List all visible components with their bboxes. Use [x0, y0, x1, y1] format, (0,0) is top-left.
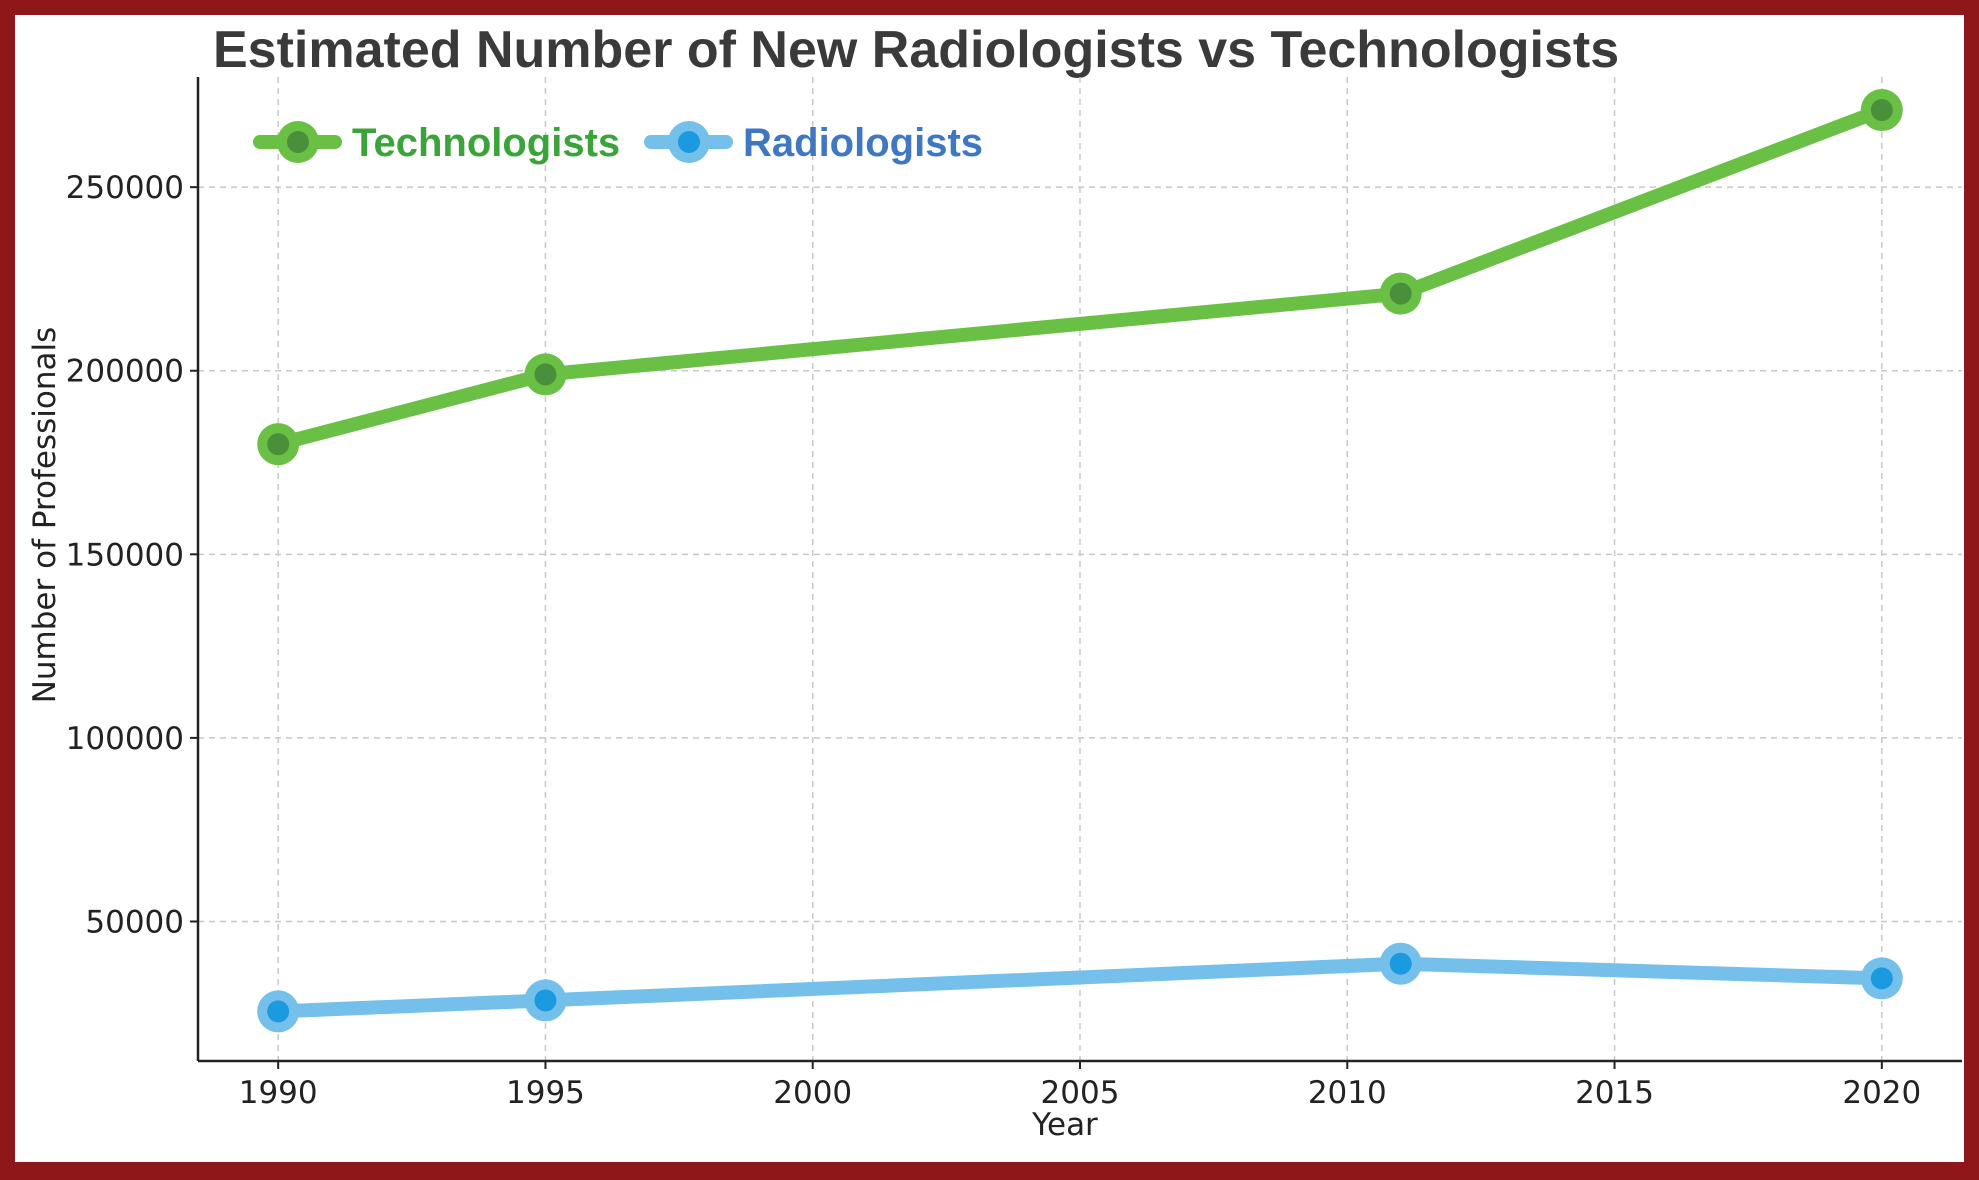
- radiologists-point: [1379, 942, 1422, 985]
- technologists-point: [1860, 89, 1903, 132]
- x-tick-label: 1995: [506, 1075, 585, 1111]
- legend-label-radiologists: Radiologists: [743, 121, 983, 165]
- technologists-point-dot: [534, 363, 557, 386]
- radiologists-point-dot: [534, 989, 557, 1012]
- radiologists-point: [1860, 957, 1903, 1000]
- y-axis-title: Number of Professionals: [27, 327, 63, 704]
- technologists-series: [257, 89, 1903, 466]
- technologists-point-dot: [1389, 282, 1412, 305]
- legend-marker-technologists: [287, 131, 309, 153]
- radiologists-point-dot: [267, 1000, 290, 1023]
- legend-marker-radiologists: [678, 131, 700, 153]
- chart-frame: Estimated Number of New Radiologists vs …: [15, 15, 1964, 1162]
- radiologists-point-dot: [1870, 967, 1893, 990]
- legend-item-technologists: Technologists: [253, 121, 620, 165]
- radiologists-point-dot: [1389, 952, 1412, 975]
- radiologists-point: [524, 979, 567, 1022]
- x-axis-title: Year: [1031, 1107, 1098, 1143]
- technologists-point: [524, 353, 567, 396]
- y-tick-label: 100000: [66, 721, 184, 757]
- x-axis-ticks: 1990 1995 2000 2005 2010 2015 2020: [239, 1061, 1921, 1111]
- radiologists-series: [257, 942, 1903, 1033]
- legend-item-radiologists: Radiologists: [644, 121, 983, 165]
- technologists-point: [257, 423, 300, 466]
- radiologists-point: [257, 990, 300, 1033]
- series-layer: [257, 89, 1903, 1033]
- legend-label-technologists: Technologists: [352, 121, 620, 165]
- technologists-line: [271, 103, 1889, 452]
- grid: [198, 77, 1962, 1061]
- y-tick-label: 250000: [66, 170, 184, 206]
- technologists-point-dot: [1870, 99, 1893, 122]
- y-tick-label: 200000: [66, 354, 184, 390]
- x-tick-label: 2000: [773, 1075, 852, 1111]
- x-tick-label: 2005: [1041, 1075, 1120, 1111]
- technologists-point-dot: [267, 433, 290, 456]
- radiologists-line: [271, 956, 1889, 1019]
- technologists-point: [1379, 272, 1422, 315]
- y-tick-label: 50000: [85, 904, 184, 940]
- chart-title: Estimated Number of New Radiologists vs …: [213, 21, 1619, 79]
- x-tick-label: 2020: [1842, 1075, 1921, 1111]
- y-axis-ticks: 50000 100000 150000 200000 250000: [66, 170, 198, 940]
- legend: Technologists Radiologists: [253, 121, 983, 165]
- x-tick-label: 2015: [1575, 1075, 1654, 1111]
- line-chart: Estimated Number of New Radiologists vs …: [27, 21, 1962, 1143]
- x-tick-label: 1990: [239, 1075, 318, 1111]
- x-tick-label: 2010: [1308, 1075, 1387, 1111]
- y-tick-label: 150000: [66, 537, 184, 573]
